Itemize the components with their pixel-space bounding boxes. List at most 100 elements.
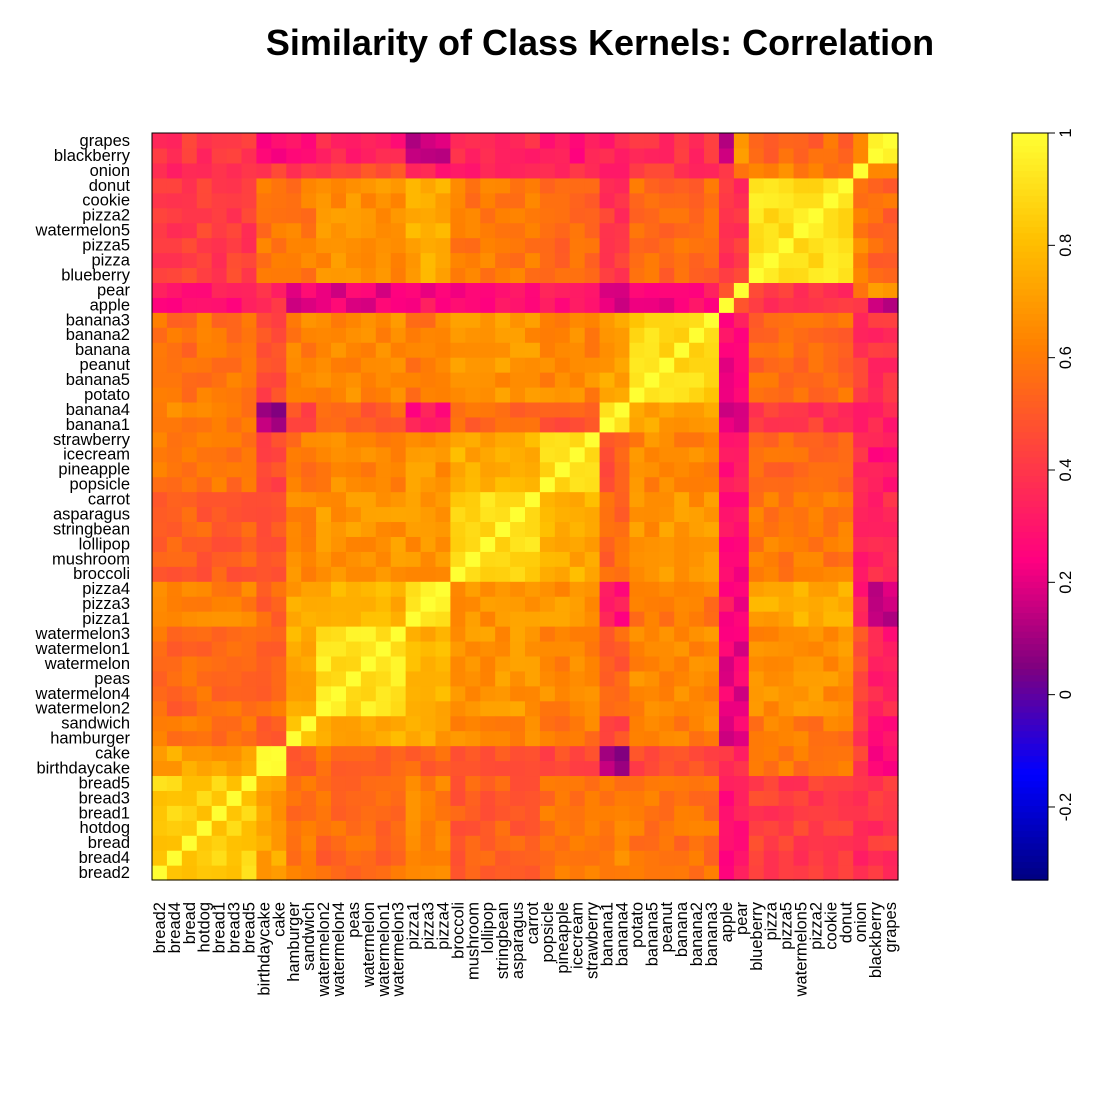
heatmap-cell (166, 775, 183, 791)
heatmap-cell (390, 491, 407, 508)
heatmap-cell (390, 820, 407, 836)
heatmap-cell (539, 147, 556, 164)
heatmap-cell (480, 850, 496, 866)
heatmap-cell (793, 386, 810, 403)
heatmap-cell (778, 640, 795, 657)
heatmap-cell (196, 476, 213, 493)
heatmap-cell (689, 581, 705, 597)
heatmap-cell (256, 282, 272, 298)
heatmap-cell (256, 865, 272, 881)
heatmap-cell (868, 207, 884, 224)
heatmap-cell (689, 282, 705, 298)
heatmap-cell (211, 207, 228, 224)
heatmap-cell (181, 775, 198, 791)
heatmap-cell (360, 282, 377, 298)
heatmap-cell (659, 536, 675, 552)
heatmap-cell (286, 401, 302, 418)
heatmap-cell (465, 700, 481, 717)
heatmap-cell (853, 192, 869, 209)
heatmap-cell (868, 745, 884, 762)
heatmap-cell (316, 476, 332, 493)
heatmap-cell (256, 566, 272, 582)
heatmap-cell (211, 162, 228, 179)
heatmap-cell (420, 835, 437, 851)
heatmap-cell (405, 790, 422, 806)
heatmap-cell (420, 670, 437, 687)
heatmap-cell (435, 506, 451, 523)
heatmap-cell (793, 820, 810, 836)
heatmap-cell (569, 865, 586, 881)
heatmap-cell (286, 775, 302, 791)
heatmap-cell (211, 446, 228, 463)
heatmap-cell (539, 372, 556, 388)
heatmap-cell (390, 760, 407, 777)
heatmap-cell (405, 297, 422, 313)
heatmap-cell (286, 357, 302, 373)
heatmap-cell (256, 596, 272, 612)
heatmap-cell (345, 521, 362, 537)
heatmap-cell (838, 446, 854, 463)
heatmap-cell (241, 162, 258, 179)
heatmap-cell (599, 551, 616, 567)
heatmap-cell (316, 357, 332, 373)
x-tick-label: asparagus (509, 902, 527, 979)
x-tick-label: banana5 (643, 902, 661, 966)
heatmap-cell (510, 835, 526, 851)
heatmap-cell (226, 655, 243, 672)
x-tick-label: watermelon (360, 902, 378, 988)
heatmap-cell (823, 386, 839, 403)
heatmap-cell (733, 760, 750, 777)
heatmap-cell (659, 446, 675, 463)
heatmap-cell (614, 162, 631, 179)
heatmap-cell (495, 386, 511, 403)
heatmap-cell (510, 192, 526, 209)
heatmap-cell (360, 476, 377, 493)
heatmap-cell (763, 700, 780, 717)
heatmap-cell (763, 820, 780, 836)
heatmap-cell (211, 342, 228, 358)
heatmap-cell (853, 207, 869, 224)
heatmap-cell (435, 386, 451, 403)
heatmap-cell (793, 222, 810, 239)
heatmap-cell (539, 267, 556, 283)
heatmap-cell (689, 177, 705, 194)
heatmap-cell (525, 192, 541, 209)
heatmap-cell (211, 506, 228, 523)
heatmap-cell (286, 133, 302, 149)
heatmap-cell (241, 655, 258, 672)
heatmap-cell (644, 700, 660, 717)
heatmap-cell (674, 401, 690, 418)
heatmap-cell (868, 611, 884, 627)
heatmap-cell (211, 640, 228, 657)
heatmap-cell (599, 685, 616, 702)
heatmap-cell (644, 805, 660, 821)
heatmap-cell (868, 416, 884, 433)
y-tick-label: lollipop (79, 535, 130, 553)
heatmap-cell (733, 596, 750, 612)
heatmap-cell (554, 327, 571, 343)
heatmap-cell (450, 611, 466, 627)
heatmap-cell (674, 865, 690, 881)
heatmap-cell (704, 745, 720, 762)
heatmap-cell (450, 835, 466, 851)
heatmap-cell (166, 551, 183, 567)
heatmap-cell (390, 835, 407, 851)
heatmap-cell (838, 685, 854, 702)
heatmap-cell (480, 401, 496, 418)
heatmap-cell (689, 626, 705, 642)
colorbar-segment (1012, 730, 1048, 738)
heatmap-cell (450, 133, 466, 149)
heatmap-cell (614, 267, 631, 283)
heatmap-cell (718, 431, 735, 448)
heatmap-cell (659, 730, 675, 747)
heatmap-cell (614, 566, 631, 582)
heatmap-cell (793, 267, 810, 283)
heatmap-cell (569, 237, 586, 254)
heatmap-cell (465, 162, 481, 179)
heatmap-cell (674, 416, 690, 433)
heatmap-cell (599, 626, 616, 642)
heatmap-cell (838, 611, 854, 627)
heatmap-cell (271, 745, 287, 762)
heatmap-cell (241, 416, 258, 433)
heatmap-cell (390, 401, 407, 418)
